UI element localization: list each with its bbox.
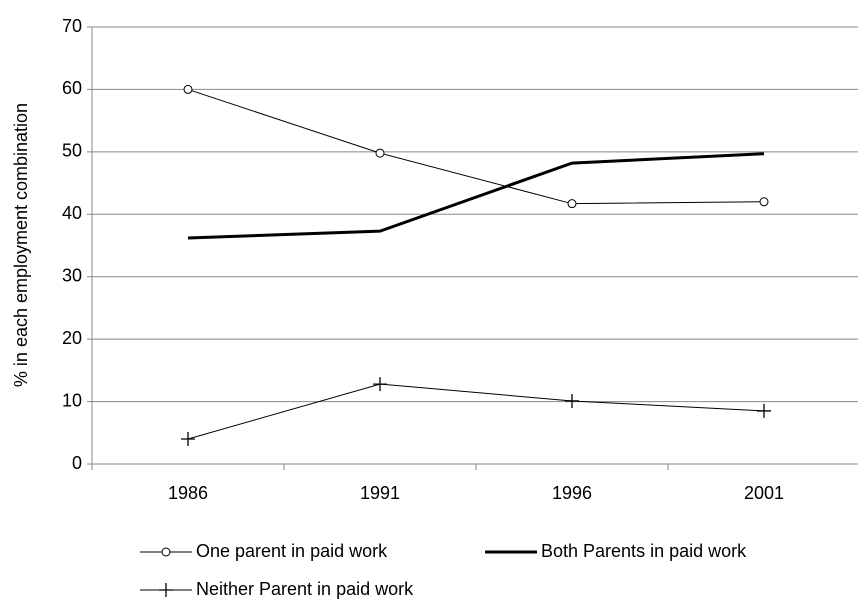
line (187, 152, 765, 240)
legend-label: One parent in paid work (196, 541, 388, 561)
line (187, 88, 765, 205)
point (375, 148, 385, 158)
point (759, 197, 769, 207)
y-tick-label: 0 (72, 453, 82, 473)
y-tick-label: 50 (62, 141, 82, 161)
point (565, 393, 579, 408)
legend-label: Neither Parent in paid work (196, 579, 414, 599)
x-tick-label: 2001 (744, 483, 784, 503)
point (161, 547, 171, 557)
point (159, 583, 173, 597)
y-tick-label: 60 (62, 78, 82, 98)
x-tick-label: 1991 (360, 483, 400, 503)
y-tick-label: 10 (62, 390, 82, 410)
point (183, 84, 193, 94)
legend-label: Both Parents in paid work (541, 541, 747, 561)
y-tick-label: 70 (62, 16, 82, 36)
point (567, 199, 577, 209)
x-tick-label: 1996 (552, 483, 592, 503)
point (181, 432, 195, 447)
point (373, 377, 387, 392)
x-tick-label: 1986 (168, 483, 208, 503)
y-tick-label: 30 (62, 265, 82, 285)
y-axis-label: % in each employment combination (11, 103, 31, 387)
y-tick-label: 20 (62, 328, 82, 348)
line (187, 383, 765, 440)
y-tick-label: 40 (62, 203, 82, 223)
point (757, 403, 771, 418)
